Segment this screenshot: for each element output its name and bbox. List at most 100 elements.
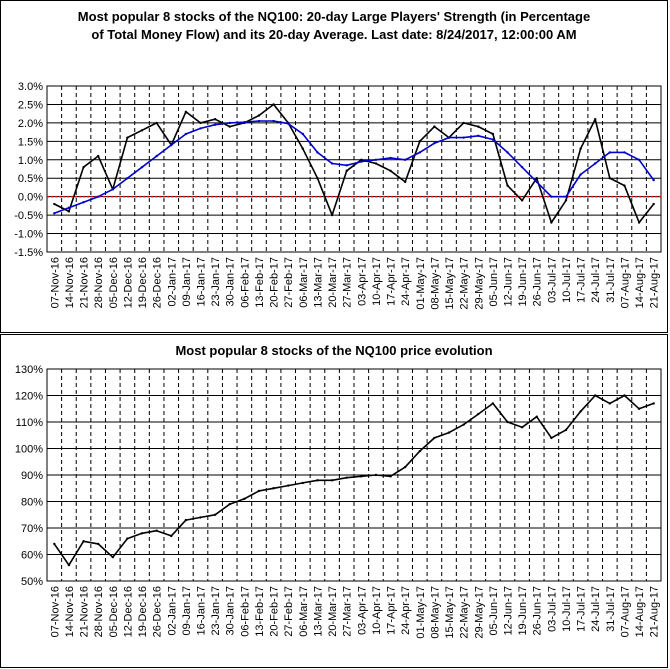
price-series-line-point — [579, 410, 582, 413]
price-series-line-point — [170, 534, 173, 538]
strength-series-line-point — [564, 199, 568, 202]
strength-x-tick-label: 02-Jan-17 — [166, 257, 178, 307]
strength-x-tick-label: 27-Mar-17 — [342, 257, 354, 308]
strength-x-tick-label: 03-Apr-17 — [356, 257, 368, 306]
price-x-tick-label: 15-May-17 — [444, 586, 456, 639]
price-x-tick-label: 03-Apr-17 — [356, 586, 368, 635]
price-series-line-point — [228, 502, 231, 506]
average-series-line-point — [579, 173, 582, 176]
strength-series-line-point — [126, 136, 129, 139]
price-x-tick-label: 17-Jul-17 — [576, 586, 588, 632]
price-series-line-point — [550, 436, 553, 440]
price-x-tick-label: 13-Feb-17 — [254, 586, 266, 637]
price-series-line-point — [199, 516, 202, 519]
price-series-line-point — [140, 532, 144, 535]
strength-series-line-point — [199, 121, 202, 125]
price-x-tick-label: 05-Dec-16 — [108, 586, 120, 637]
strength-x-tick-label: 17-Apr-17 — [386, 257, 398, 306]
strength-series-line-point — [389, 169, 392, 173]
strength-y-tick-label: -0.5% — [14, 210, 43, 222]
price-x-tick-label: 29-May-17 — [473, 586, 485, 639]
price-series-line-point — [301, 481, 305, 485]
price-series-line-point — [520, 426, 524, 429]
price-y-tick-label: 130% — [15, 364, 43, 376]
strength-x-tick-label: 03-Jul-17 — [546, 257, 558, 303]
average-series-line-point — [447, 136, 451, 139]
average-series-line-point — [403, 158, 407, 161]
strength-x-tick-label: 23-Jan-17 — [210, 257, 222, 307]
price-series-line-point — [418, 449, 421, 453]
strength-series-line-point — [316, 177, 319, 180]
price-x-tick-label: 24-Apr-17 — [400, 586, 412, 635]
price-x-tick-label: 01-May-17 — [415, 586, 427, 639]
strength-x-tick-label: 10-Apr-17 — [371, 257, 383, 306]
strength-series-line-point — [53, 202, 56, 206]
price-x-tick-label: 07-Aug-17 — [619, 586, 631, 637]
price-x-tick-label: 12-Dec-16 — [122, 586, 134, 637]
strength-series-line-point — [374, 162, 378, 165]
price-x-tick-label: 12-Jun-17 — [503, 586, 515, 636]
price-y-tick-label: 70% — [21, 523, 43, 535]
average-series-line-point — [67, 206, 71, 209]
price-series-line-point — [389, 475, 392, 478]
price-series-line-point — [462, 423, 465, 426]
price-y-tick-label: 120% — [15, 391, 43, 403]
strength-x-tick-label: 15-May-17 — [444, 257, 456, 310]
average-series-line-point — [53, 212, 56, 215]
strength-x-tick-label: 29-May-17 — [473, 257, 485, 310]
price-series-line-point — [272, 487, 275, 490]
strength-x-tick-label: 01-May-17 — [415, 257, 427, 310]
strength-chart-title-line2: of Total Money Flow) and its 20-day Aver… — [91, 27, 577, 42]
strength-series-line-point — [257, 114, 261, 117]
price-series-line-point — [213, 513, 217, 516]
average-series-line-point — [213, 123, 217, 126]
price-series-line-point — [67, 563, 71, 567]
price-x-tick-label: 22-May-17 — [459, 586, 471, 639]
average-series-line-point — [550, 195, 553, 198]
average-series-line-point — [637, 158, 641, 161]
average-series-line-point — [287, 122, 290, 125]
price-series-line-point — [564, 428, 568, 432]
strength-x-tick-label: 05-Dec-16 — [108, 257, 120, 308]
strength-series-line-point — [345, 169, 348, 173]
strength-y-tick-label: 1.0% — [18, 155, 43, 167]
price-x-tick-label: 30-Jan-17 — [225, 586, 237, 636]
strength-x-tick-label: 06-Mar-17 — [298, 257, 310, 308]
strength-x-tick-label: 13-Feb-17 — [254, 257, 266, 308]
price-y-tick-label: 110% — [16, 417, 44, 429]
price-x-tick-label: 20-Mar-17 — [327, 586, 339, 637]
strength-x-tick-label: 08-May-17 — [429, 257, 441, 310]
average-series-line-point — [360, 160, 363, 163]
average-series-line-point — [243, 120, 246, 124]
strength-series-line-point — [272, 103, 275, 106]
average-series-line-point — [594, 162, 597, 165]
strength-y-tick-label: 2.0% — [18, 118, 43, 130]
price-x-tick-label: 27-Mar-17 — [342, 586, 354, 637]
price-x-tick-label: 17-Apr-17 — [386, 586, 398, 635]
price-x-tick-label: 13-Mar-17 — [312, 586, 324, 637]
strength-x-tick-label: 13-Mar-17 — [312, 257, 324, 308]
strength-series-line-point — [184, 110, 188, 114]
strength-y-tick-label: 2.5% — [18, 99, 43, 111]
strength-chart-plot: 3.0% 2.5% 2.0% 1.5% 1.0% 0.5% 0.0% -0.5% -1.0% -1… — [14, 81, 662, 310]
strength-series-line-point — [213, 118, 217, 121]
strength-y-tick-label: 1.5% — [18, 136, 43, 148]
price-y-tick-label: 60% — [21, 550, 43, 562]
price-x-tick-label: 26-Jun-17 — [532, 586, 544, 636]
price-x-tick-label: 28-Nov-16 — [93, 586, 105, 637]
average-series-line-point — [170, 143, 173, 147]
strength-y-tick-label: 0.5% — [18, 173, 43, 185]
strength-series-line-point — [67, 210, 71, 213]
strength-y-tick-label: -1.5% — [14, 247, 43, 259]
strength-x-tick-label: 27-Feb-17 — [283, 257, 295, 308]
average-series-line-point — [155, 154, 158, 158]
strength-chart-panel: Most popular 8 stocks of the NQ100: 20-d… — [0, 0, 668, 333]
average-series-line-point — [82, 201, 85, 204]
price-series-line-point — [184, 518, 188, 522]
strength-series-line-point — [96, 154, 100, 158]
strength-series-line-point — [418, 140, 421, 143]
average-series-line-point — [257, 119, 261, 123]
strength-chart-title-line1: Most popular 8 stocks of the NQ100: 20-d… — [77, 9, 591, 24]
average-series-line-point — [418, 151, 421, 154]
strength-series-line-point — [623, 184, 626, 187]
